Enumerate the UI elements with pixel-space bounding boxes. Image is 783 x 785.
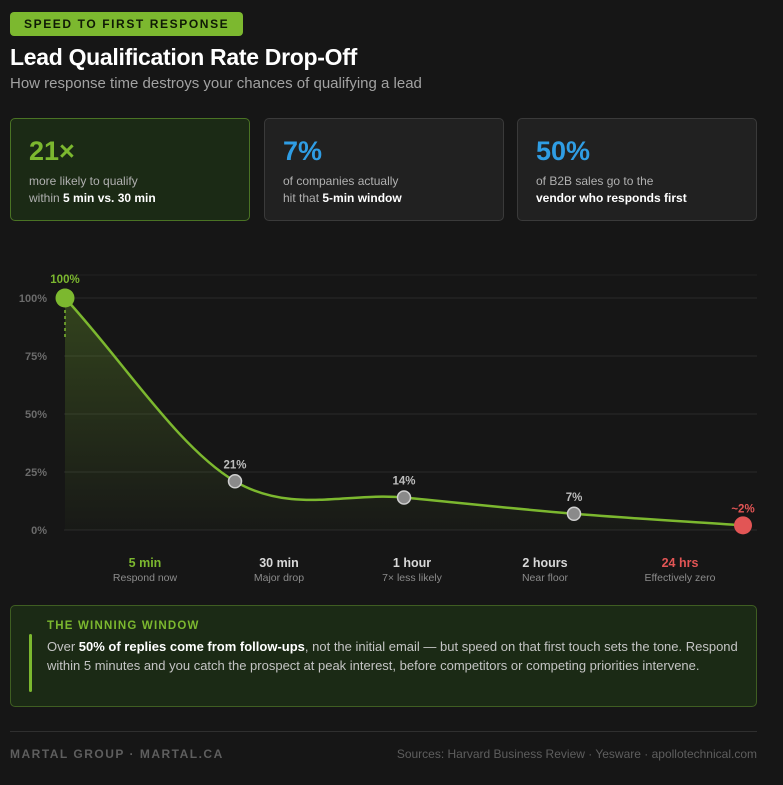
data-point [396, 490, 412, 505]
callout-accent-bar [29, 634, 32, 692]
footer-sources: Sources: Harvard Business Review · Yeswa… [396, 747, 757, 761]
x-category-label: 5 min [129, 556, 162, 570]
data-label: 14% [392, 476, 415, 488]
stat-value: 50% [536, 136, 591, 166]
stat-line2-pre: within [29, 191, 64, 205]
stat-line2-bold: vendor who responds first [536, 191, 687, 205]
data-point [566, 506, 582, 522]
x-category-sublabel: Major drop [254, 572, 304, 584]
callout-body: Over 50% of replies come from follow-ups… [47, 637, 747, 675]
data-label: 21% [223, 459, 246, 471]
callout-post: , not the initial email — but speed on t… [47, 639, 738, 673]
data-label: 7% [566, 492, 583, 504]
stat-line2-bold: 5 min vs. 30 min [63, 191, 156, 205]
stat-card-21x: 21× more likely to qualify within 5 min … [10, 118, 250, 221]
footer-divider [10, 731, 757, 732]
y-tick-label: 75% [25, 351, 47, 363]
callout-heading: THE WINNING WINDOW [47, 620, 200, 632]
data-point [734, 516, 752, 535]
x-category-sublabel: Near floor [522, 572, 569, 584]
x-category-sublabel: Effectively zero [644, 572, 715, 584]
stat-line1: of B2B sales go to the [536, 174, 654, 188]
page-subtitle: How response time destroys your chances … [10, 75, 422, 92]
data-label: ~2% [731, 503, 754, 515]
x-category-label: 24 hrs [662, 556, 699, 570]
x-category-label: 1 hour [393, 556, 431, 570]
stat-description: of companies actually hit that 5-min win… [283, 173, 503, 207]
x-category-label: 2 hours [522, 556, 567, 570]
stat-line2-bold: 5-min window [322, 191, 402, 205]
category-badge: SPEED TO FIRST RESPONSE [10, 12, 244, 36]
y-tick-label: 25% [25, 467, 47, 479]
stat-line1: more likely to qualify [29, 174, 138, 188]
stat-value: 7% [283, 136, 323, 166]
winning-window-callout: THE WINNING WINDOW Over 50% of replies c… [10, 605, 757, 707]
y-tick-label: 50% [25, 409, 47, 421]
y-tick-label: 100% [19, 293, 47, 305]
stat-card-50pct: 50% of B2B sales go to the vendor who re… [517, 118, 757, 221]
stat-value: 21× [29, 136, 75, 166]
x-category-sublabel: 7× less likely [382, 572, 443, 584]
stat-description: of B2B sales go to the vendor who respon… [536, 173, 756, 207]
qualification-chart: 100% 75% 50% 25% 0% 100% 21% 14% 7% ~2% 5 min Respo… [19, 274, 757, 584]
callout-pre: Over [47, 639, 79, 654]
area-fill [65, 298, 743, 530]
y-tick-label: 0% [31, 525, 47, 537]
stat-card-7pct: 7% of companies actually hit that 5-min … [264, 118, 504, 221]
data-point [55, 288, 75, 308]
stat-line2-pre: hit that [283, 191, 323, 205]
stat-description: more likely to qualify within 5 min vs. … [29, 173, 249, 207]
callout-bold: 50% of replies come from follow-ups [78, 639, 305, 654]
data-label: 100% [50, 274, 79, 286]
footer-brand: MARTAL GROUP · MARTAL.CA [10, 747, 224, 761]
page-title: Lead Qualification Rate Drop-Off [10, 44, 357, 70]
x-category-sublabel: Respond now [113, 572, 178, 584]
data-point [227, 474, 243, 489]
x-category-label: 30 min [259, 556, 299, 570]
stat-line1: of companies actually [283, 174, 399, 188]
